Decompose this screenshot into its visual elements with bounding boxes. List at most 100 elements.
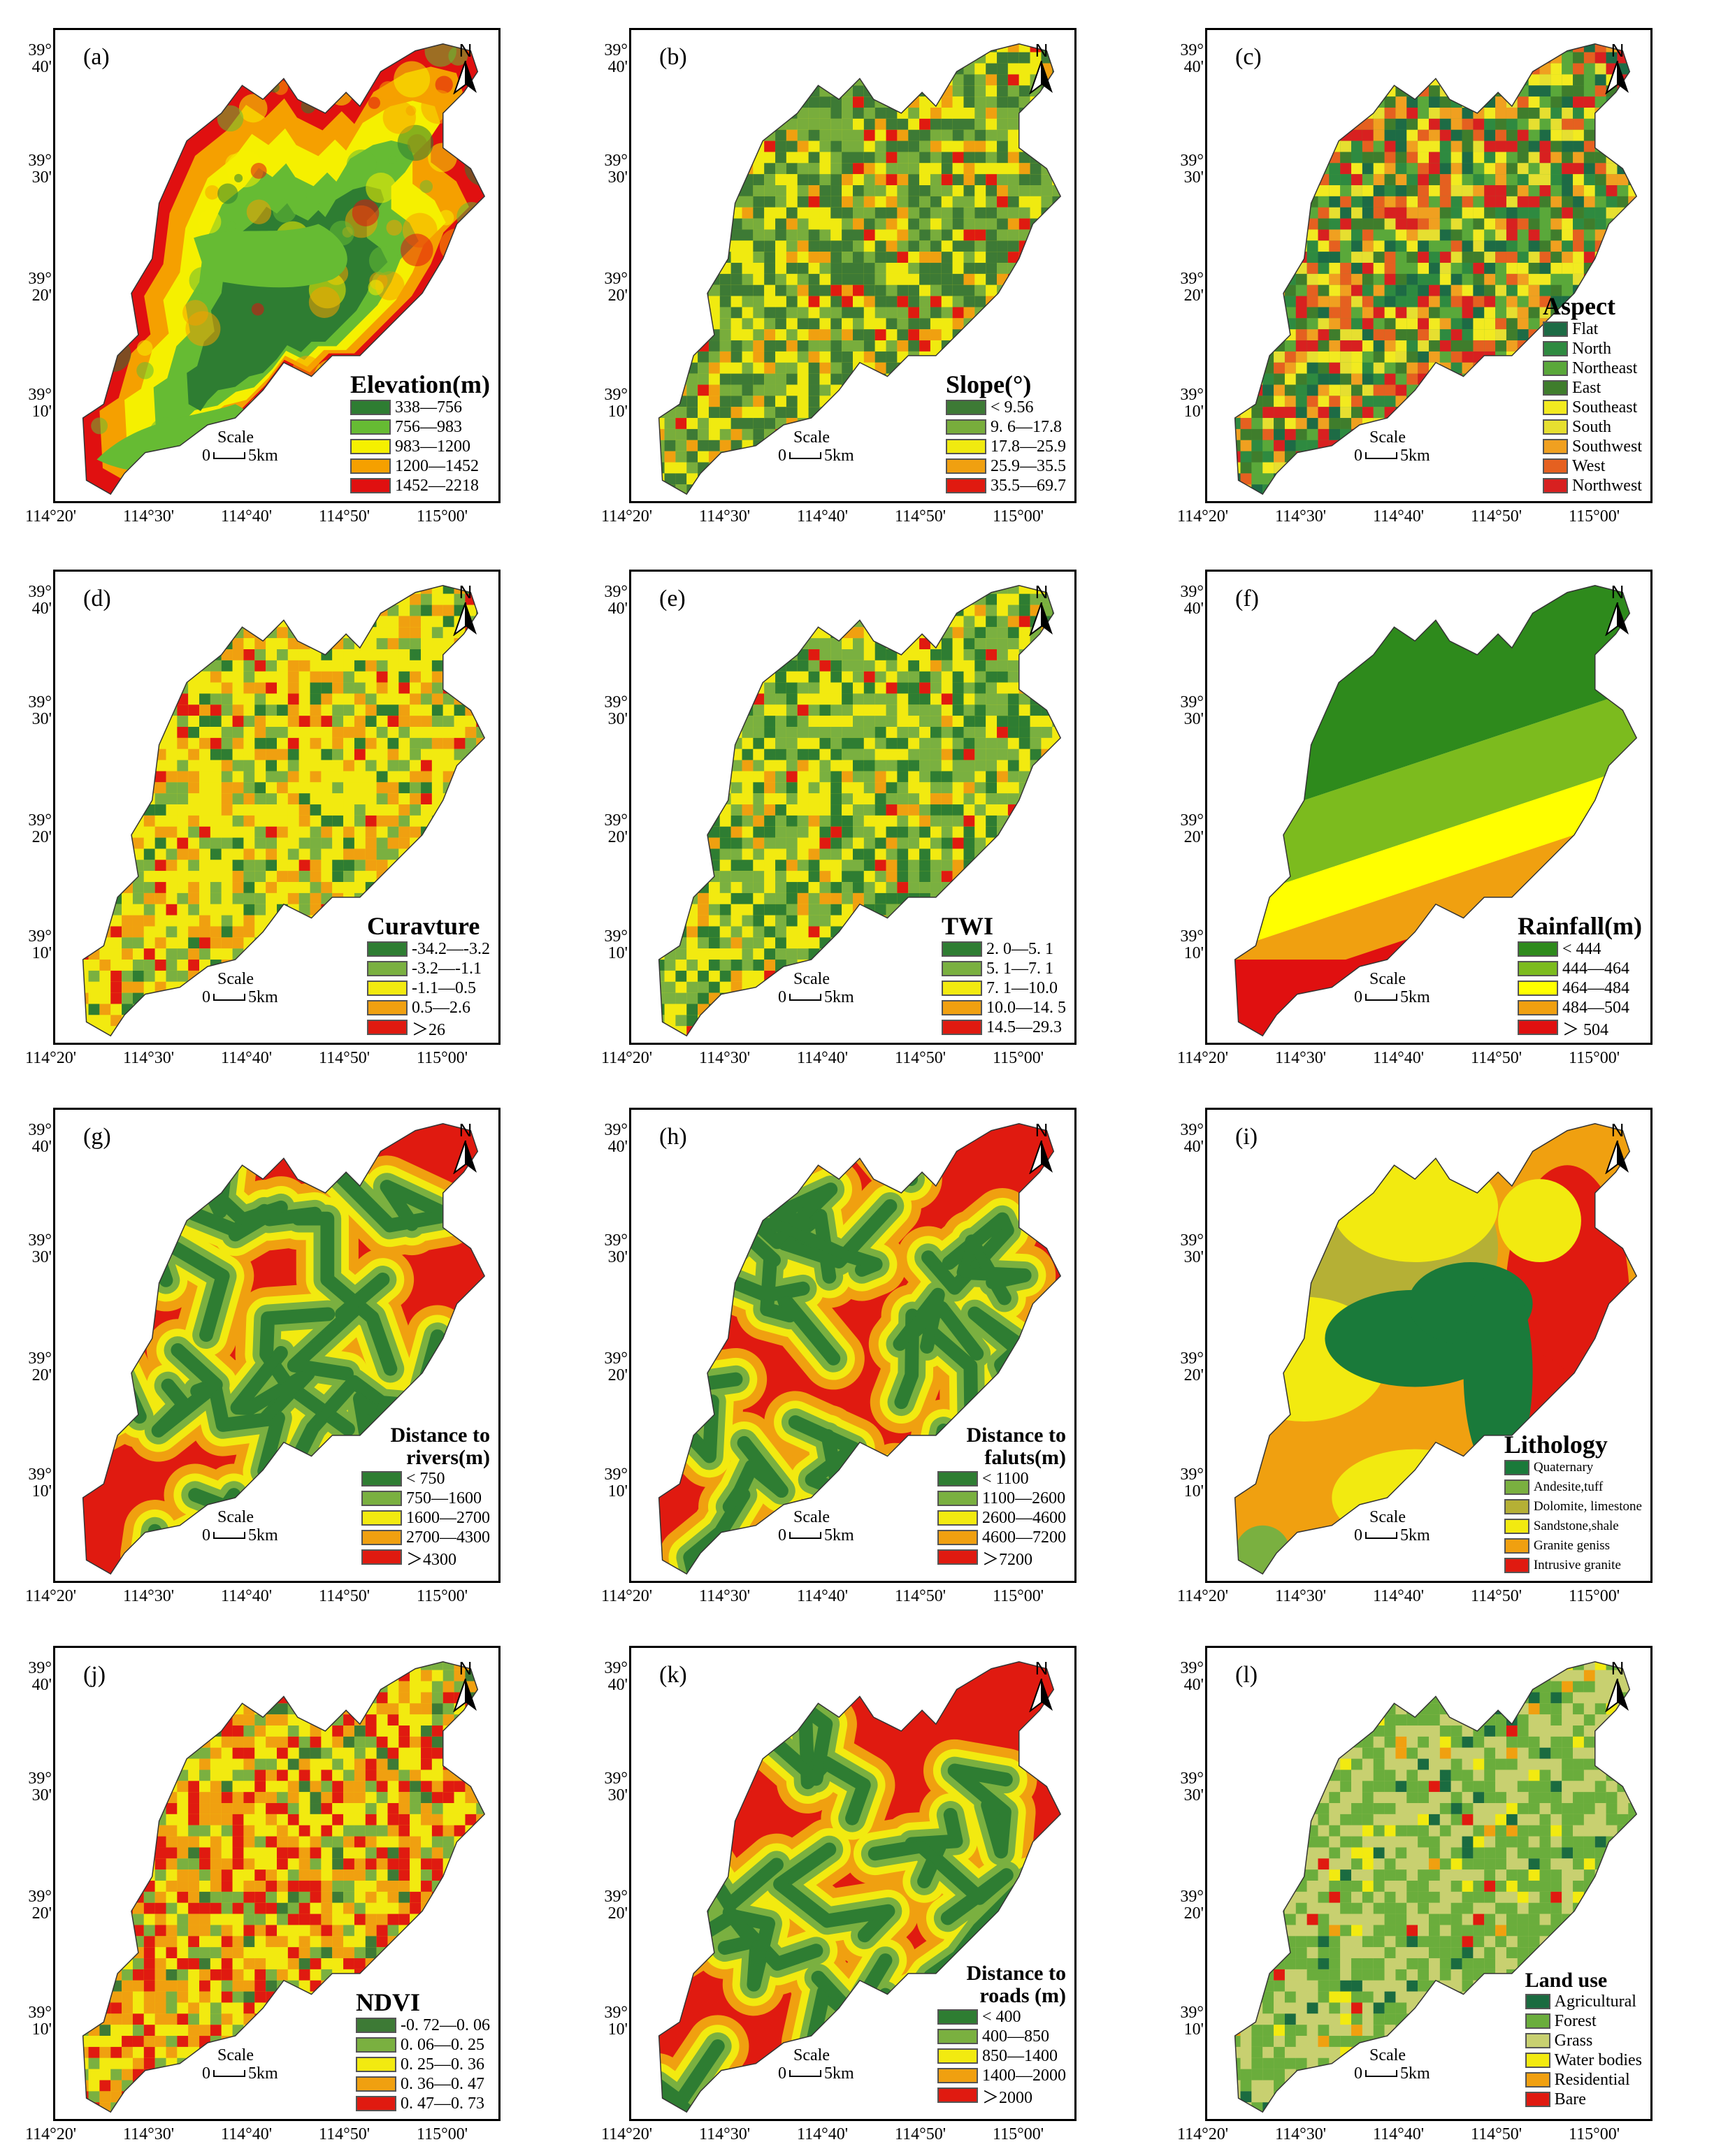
lat-tick-label: 39° 10' [1153,928,1204,962]
legend-item: < 400 [937,2007,1066,2027]
legend-item: 1400—2000 [937,2066,1066,2085]
legend-item: ＞26 [367,1018,490,1039]
legend-swatch [1525,2072,1550,2088]
scale-bar: Scale 0 5km [202,1508,278,1544]
lon-tick-label: 114°20' [25,1587,77,1605]
legend-swatch [1504,1558,1529,1573]
map-frame: (f) N Scale 0 5km Rainfall(m) < 444 444—464 464—… [1205,570,1653,1045]
legend-item: 444—464 [1518,959,1642,978]
lat-minute: 40' [31,58,52,76]
lat-tick-label: 39° 30' [577,152,628,186]
scale-bar-line [1365,1532,1397,1539]
lat-tick-label: 39° 20' [1,270,52,304]
scale-title: Scale [793,1508,830,1526]
map-panel: 39° 40' 39° 30' 39° 20' 39° 10' (l) N Scale 0 5km Lan… [1152,1618,1728,2156]
lat-degree: 39° [28,1121,52,1139]
scale-title: Scale [1369,2046,1406,2064]
lat-degree: 39° [604,1350,628,1368]
map-frame: (b) N Scale 0 5km Slope(°) < 9.56 9. 6—17.8 17.8… [629,28,1077,503]
legend-swatch [946,400,986,415]
lat-degree: 39° [1180,1231,1204,1250]
lat-tick-label: 39° 40' [1,42,52,75]
legend-item: 0.5—2.6 [367,998,490,1018]
panel-label: (g) [83,1124,111,1150]
map-canvas [82,1661,486,2113]
legend-title: Rainfall(m) [1518,912,1642,940]
legend-item-label: 2700—4300 [406,1528,490,1547]
legend-swatch [1518,981,1559,996]
lat-tick-label: 39° 10' [1,2004,52,2038]
lat-tick-label: 39° 10' [1153,2004,1204,2038]
north-label: N [1611,1658,1625,1679]
lat-tick-label: 39° 30' [1153,152,1204,186]
legend-swatch [942,941,982,957]
lat-tick-label: 39° 40' [1153,584,1204,617]
lat-tick-label: 39° 10' [1,928,52,962]
legend-title: Distance to roads (m) [966,1962,1066,2007]
panel-label: (j) [83,1662,106,1688]
legend-item-label: -3.2—-1.1 [412,959,482,978]
legend-item: South [1542,417,1642,437]
scale-unit: 5km [824,2064,854,2083]
lat-tick-label: 39° 20' [1153,812,1204,846]
map-canvas [658,43,1062,495]
legend-swatch [1542,361,1568,376]
scale-bar: Scale 0 5km [202,428,278,465]
lon-tick-label: 114°30' [699,507,751,526]
lat-minute: 30' [1183,710,1204,728]
lat-minute: 10' [607,403,628,421]
legend-swatch [367,981,408,996]
legend-item: East [1542,378,1642,398]
legend-swatch [937,2009,978,2025]
legend-item: Northwest [1542,476,1642,495]
legend-swatch [946,419,986,435]
lat-tick-label: 39° 40' [1153,1660,1204,1693]
lat-degree: 39° [28,1466,52,1484]
legend-swatch [942,1020,982,1035]
legend-item-label: 0. 47—0. 73 [401,2094,484,2113]
legend-item-label: Intrusive granite [1533,1558,1621,1572]
legend-item-label: 1452—2218 [395,476,480,495]
scale-title: Scale [793,428,830,447]
scale-title: Scale [1369,1508,1406,1526]
lat-degree: 39° [604,1231,628,1250]
lon-tick-label: 114°20' [601,1049,653,1067]
scale-bar-line [1365,452,1397,459]
legend-item: Residential [1525,2070,1642,2090]
north-label: N [1611,1120,1625,1141]
legend-item-label: 0. 06—0. 25 [401,2035,484,2054]
lat-degree: 39° [1180,811,1204,830]
lat-degree: 39° [28,583,52,601]
panel-label: (i) [1235,1124,1258,1150]
scale-title: Scale [217,1508,254,1526]
lon-tick-label: 114°40' [221,1587,273,1605]
lat-degree: 39° [604,270,628,288]
lat-tick-label: 39° 40' [577,1660,628,1693]
legend-item: West [1542,456,1642,476]
lat-tick-label: 39° 20' [577,812,628,846]
scale-zero: 0 [778,1526,786,1544]
lat-minute: 10' [1183,2020,1204,2039]
scale-zero: 0 [202,2064,210,2083]
legend-swatch [1504,1499,1529,1514]
legend-swatch [367,961,408,976]
lat-tick-label: 39° 30' [1,1770,52,1804]
legend-title: Aspect [1542,292,1615,320]
legend-item: 4600—7200 [937,1528,1066,1547]
legend-swatch [350,478,391,493]
scale-unit: 5km [1400,988,1430,1006]
lat-degree: 39° [604,386,628,404]
lat-minute: 40' [607,1676,628,1694]
scale-zero: 0 [1354,447,1362,465]
lon-tick-label: 114°50' [895,507,946,526]
legend-swatch [350,439,391,454]
lon-tick-label: 114°40' [221,2125,273,2143]
lat-tick-label: 39° 40' [577,42,628,75]
north-label: N [459,40,473,61]
lat-minute: 10' [1183,944,1204,962]
lat-degree: 39° [28,693,52,711]
map-legend: Aspect Flat North Northeast East Southeast Sou… [1542,292,1642,495]
scale-bar-line [213,1532,245,1539]
legend-item: Grass [1525,2031,1642,2050]
legend-swatch [356,2096,396,2111]
